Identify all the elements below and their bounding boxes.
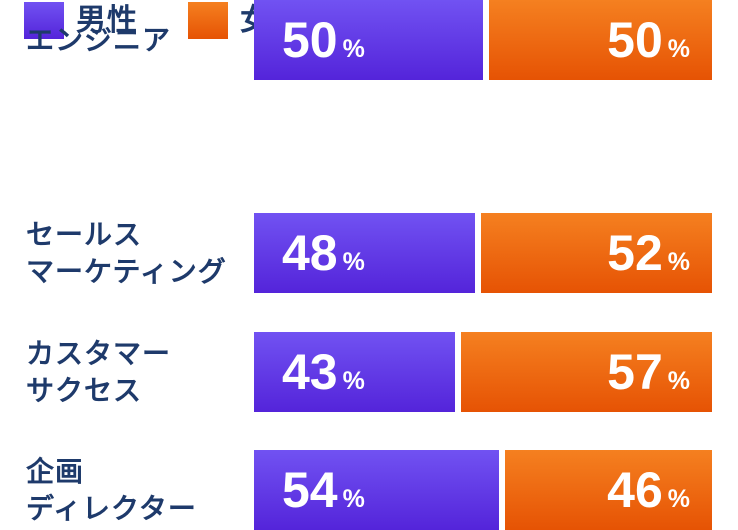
male-bar-segment: 50% (254, 0, 483, 80)
category-label: エンジニア (26, 22, 171, 59)
category-label: セールス マーケティング (26, 216, 227, 290)
value-digits: 54 (282, 462, 338, 518)
bar-group: 50% 50% (254, 0, 712, 80)
female-value-label: 52% (607, 228, 690, 278)
percent-sign: % (342, 367, 365, 395)
category-label-line: エンジニア (26, 24, 172, 56)
legend-label-male: 男性 (76, 3, 138, 37)
percent-sign: % (342, 248, 365, 276)
legend-item-male: 男性 (24, 2, 138, 39)
value-digits: 50 (607, 12, 663, 68)
male-bar-segment: 54% (254, 450, 500, 530)
category-label-line: セールス (26, 219, 143, 250)
male-bar-segment: 48% (254, 213, 475, 293)
bar-group: 48% 52% (254, 213, 712, 293)
male-color-swatch (24, 2, 64, 39)
bar-group: 43% 57% (254, 332, 712, 412)
male-bar-segment: 43% (254, 332, 455, 412)
chart-row-planning-director: 企画 ディレクター 54% 46% (0, 450, 712, 530)
category-label-line: サクセス (26, 375, 143, 406)
category-label-line: カスタマー (26, 338, 172, 369)
chart-row-engineer: エンジニア 50% 50% (0, 0, 712, 80)
value-digits: 52 (607, 225, 663, 281)
percent-sign: % (667, 248, 690, 276)
chart-row-sales-marketing: セールス マーケティング 48% 52% (0, 213, 712, 293)
percent-sign: % (342, 485, 365, 513)
value-digits: 50 (282, 12, 338, 68)
percent-sign: % (342, 35, 365, 63)
female-bar-segment: 50% (489, 0, 712, 80)
value-digits: 57 (607, 344, 663, 400)
male-value-label: 54% (282, 465, 365, 515)
category-label-line: ディレクター (26, 493, 197, 524)
percent-sign: % (667, 485, 690, 513)
female-value-label: 46% (607, 465, 690, 515)
bar-group: 54% 46% (254, 450, 712, 530)
category-label-line: 企画 (26, 456, 85, 487)
female-bar-segment: 57% (460, 332, 712, 412)
category-label: 企画 ディレクター (26, 453, 197, 527)
female-bar-segment: 46% (505, 450, 712, 530)
value-digits: 43 (282, 344, 338, 400)
female-bar-segment: 52% (480, 213, 712, 293)
category-label: カスタマー サクセス (26, 335, 171, 409)
category-label-line: マーケティング (26, 256, 227, 287)
chart-row-customer-success: カスタマー サクセス 43% 57% (0, 332, 712, 412)
male-value-label: 48% (282, 228, 365, 278)
female-value-label: 50% (607, 15, 690, 65)
value-digits: 46 (607, 462, 663, 518)
percent-sign: % (667, 35, 690, 63)
percent-sign: % (667, 367, 690, 395)
value-digits: 48 (282, 225, 338, 281)
male-value-label: 43% (282, 347, 365, 397)
female-color-swatch (188, 2, 228, 39)
male-value-label: 50% (282, 15, 365, 65)
female-value-label: 57% (607, 347, 690, 397)
